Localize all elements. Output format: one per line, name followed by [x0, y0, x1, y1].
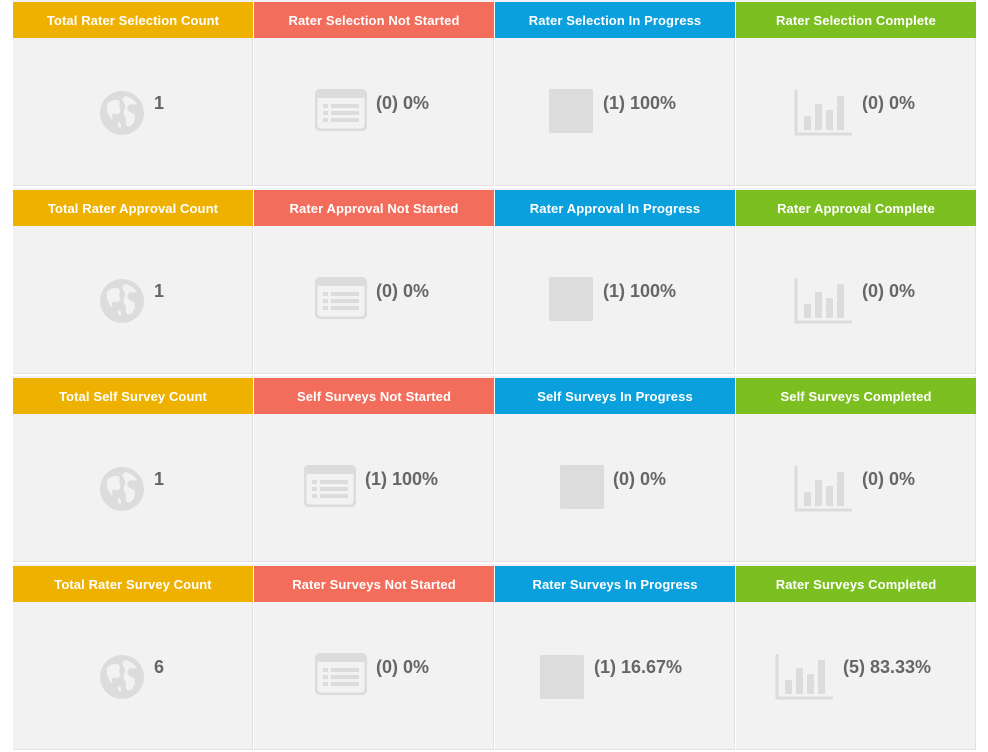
card-title: Rater Surveys In Progress	[495, 566, 735, 602]
card-title: Rater Selection Complete	[736, 2, 976, 38]
bar-chart-icon	[794, 466, 852, 512]
list-icon	[315, 277, 367, 319]
card-title: Rater Selection Not Started	[254, 2, 494, 38]
card-title: Self Surveys Not Started	[254, 378, 494, 414]
list-icon	[315, 653, 367, 695]
card-value: (0) 0%	[862, 469, 916, 489]
card-title: Total Rater Selection Count	[13, 2, 253, 38]
bar-chart-icon	[794, 90, 852, 136]
card-total-rater-survey: Total Rater Survey Count 6	[13, 564, 253, 750]
card-title: Rater Approval Complete	[736, 190, 976, 226]
card-self-surveys-completed: Self Surveys Completed (0) 0%	[736, 376, 976, 562]
card-value: (0) 0%	[376, 93, 430, 113]
card-value: (0) 0%	[862, 93, 916, 113]
card-total-rater-approval: Total Rater Approval Count 1	[13, 188, 253, 374]
card-rater-surveys-completed: Rater Surveys Completed (5) 83.33%	[736, 564, 976, 750]
card-rater-approval-complete: Rater Approval Complete (0) 0%	[736, 188, 976, 374]
card-value: (1) 100%	[603, 281, 677, 301]
card-title: Self Surveys Completed	[736, 378, 976, 414]
card-title: Rater Approval Not Started	[254, 190, 494, 226]
square-icon	[549, 89, 593, 133]
card-rater-selection-complete: Rater Selection Complete (0) 0%	[736, 0, 976, 186]
card-title: Total Rater Survey Count	[13, 566, 253, 602]
card-rater-approval-not-started: Rater Approval Not Started (0) 0%	[254, 188, 494, 374]
card-self-surveys-not-started: Self Surveys Not Started (1) 100%	[254, 376, 494, 562]
list-icon	[315, 89, 367, 131]
card-title: Rater Surveys Completed	[736, 566, 976, 602]
card-title: Rater Approval In Progress	[495, 190, 735, 226]
bar-chart-icon	[794, 278, 852, 324]
card-title: Total Rater Approval Count	[13, 190, 253, 226]
card-value: 1	[154, 469, 165, 489]
card-value: (0) 0%	[376, 281, 430, 301]
list-icon	[304, 465, 356, 507]
card-value: (1) 16.67%	[594, 657, 683, 677]
card-value: (1) 100%	[603, 93, 677, 113]
card-value: (1) 100%	[365, 469, 439, 489]
globe-icon	[100, 279, 144, 323]
square-icon	[540, 655, 584, 699]
square-icon	[560, 465, 604, 509]
globe-icon	[100, 467, 144, 511]
card-title: Total Self Survey Count	[13, 378, 253, 414]
card-value: (0) 0%	[613, 469, 667, 489]
card-rater-selection-in-progress: Rater Selection In Progress (1) 100%	[495, 0, 735, 186]
globe-icon	[100, 91, 144, 135]
card-value: (5) 83.33%	[843, 657, 932, 677]
card-title: Self Surveys In Progress	[495, 378, 735, 414]
card-rater-surveys-not-started: Rater Surveys Not Started (0) 0%	[254, 564, 494, 750]
card-rater-selection-not-started: Rater Selection Not Started (0) 0%	[254, 0, 494, 186]
card-rater-surveys-in-progress: Rater Surveys In Progress (1) 16.67%	[495, 564, 735, 750]
square-icon	[549, 277, 593, 321]
card-value: (0) 0%	[862, 281, 916, 301]
card-title: Rater Selection In Progress	[495, 2, 735, 38]
card-value: 1	[154, 93, 165, 113]
card-value: 1	[154, 281, 165, 301]
bar-chart-icon	[775, 654, 833, 700]
globe-icon	[100, 655, 144, 699]
card-total-self-survey: Total Self Survey Count 1	[13, 376, 253, 562]
card-self-surveys-in-progress: Self Surveys In Progress (0) 0%	[495, 376, 735, 562]
card-total-rater-selection: Total Rater Selection Count 1	[13, 0, 253, 186]
card-value: 6	[154, 657, 165, 677]
card-title: Rater Surveys Not Started	[254, 566, 494, 602]
card-value: (0) 0%	[376, 657, 430, 677]
card-rater-approval-in-progress: Rater Approval In Progress (1) 100%	[495, 188, 735, 374]
